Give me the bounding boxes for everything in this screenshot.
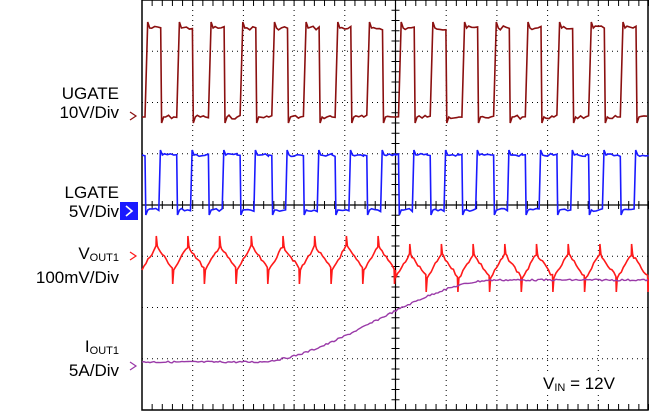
- iout-scale: 5A/Div: [68, 361, 119, 380]
- lgate-marker-arrow: [125, 205, 134, 217]
- vin-annotation: VIN = 12V: [541, 374, 617, 394]
- ugate-trace: [142, 21, 648, 124]
- ugate-name: UGATE: [61, 84, 119, 103]
- ugate-scale: 10V/Div: [59, 103, 119, 122]
- vout-trace: [141, 235, 649, 293]
- scope-grid: [141, 0, 649, 411]
- lgate-trace: [141, 149, 649, 216]
- lgate-scale: 5V/Div: [68, 202, 119, 221]
- iout-name: I: [84, 337, 90, 356]
- vout-marker: [129, 251, 138, 261]
- vout-label: VOUT1 100mV/Div: [36, 244, 119, 287]
- channel-markers: [120, 111, 138, 371]
- lgate-marker: [120, 202, 138, 220]
- ugate-marker: [129, 111, 138, 121]
- vout-name: V: [78, 244, 90, 263]
- iout-label: IOUT1 5A/Div: [69, 337, 119, 380]
- vout-scale: 100mV/Div: [35, 268, 119, 287]
- scope-traces: [141, 21, 649, 364]
- iout-trace: [141, 278, 649, 364]
- lgate-name: LGATE: [64, 183, 119, 202]
- lgate-label: LGATE 5V/Div: [65, 183, 119, 221]
- ugate-label: UGATE 10V/Div: [59, 84, 119, 122]
- iout-marker: [129, 361, 138, 371]
- iout-name-sub: OUT1: [89, 345, 119, 357]
- vout-name-sub: OUT1: [89, 252, 119, 264]
